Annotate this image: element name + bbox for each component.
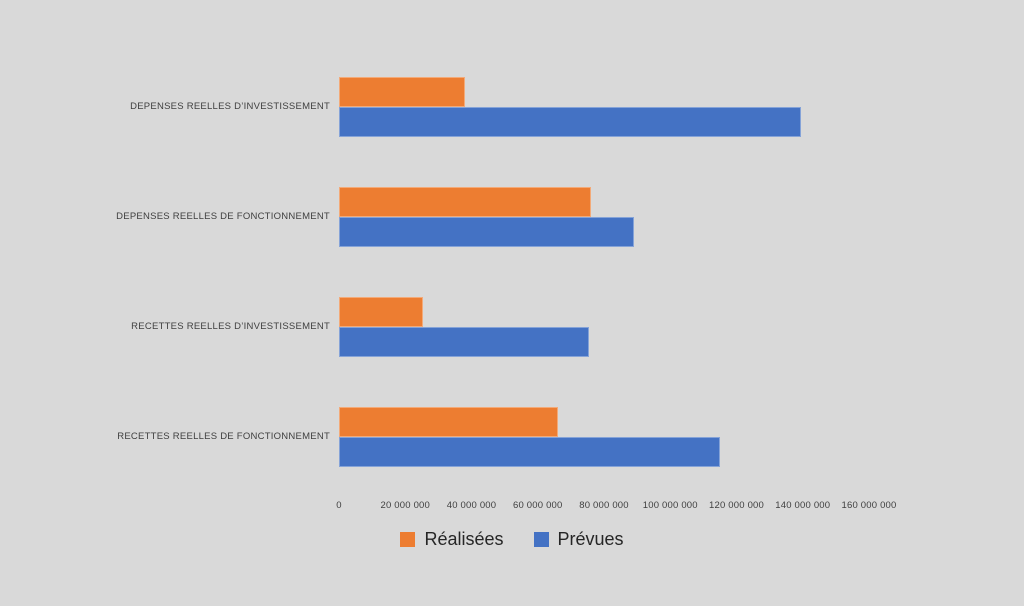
bar-group: DEPENSES REELLES D’INVESTISSEMENT: [0, 52, 869, 162]
x-axis-tick-label: 80 000 000: [579, 500, 629, 511]
bar-realisees: [339, 407, 558, 437]
legend-label-prevues: Prévues: [557, 528, 624, 549]
category-label: DEPENSES REELLES DE FONCTIONNEMENT: [116, 211, 330, 223]
x-axis-tick-label: 140 000 000: [775, 500, 831, 511]
bar-realisees: [339, 77, 465, 107]
bar-prevues: [339, 327, 590, 357]
legend: Réalisées Prévues: [0, 524, 1024, 554]
bar-prevues: [339, 107, 802, 137]
bar-realisees: [339, 187, 591, 217]
bar-pair: [339, 297, 869, 357]
bar-prevues: [339, 437, 720, 467]
x-axis-tick-label: 0: [336, 500, 342, 511]
bar-group: RECETTES REELLES DE FONCTIONNEMENT: [0, 382, 869, 492]
legend-item-realisees: Réalisées: [400, 528, 504, 550]
x-axis-tick-label: 20 000 000: [380, 500, 431, 511]
x-axis-tick-label: 100 000 000: [642, 500, 698, 511]
x-axis-tick-label: 160 000 000: [841, 500, 897, 511]
plot-area: DEPENSES REELLES D’INVESTISSEMENT DEPENSE…: [0, 52, 869, 492]
prevues-legend-swatch-icon: [533, 531, 549, 547]
realisees-legend-swatch-icon: [400, 531, 416, 547]
x-axis: 0 20 000 000 40 000 000 60 000 000 80 000 00…: [336, 500, 896, 514]
bar-pair: [339, 187, 869, 247]
bar-group: RECETTES REELLES D’INVESTISSEMENT: [0, 272, 869, 382]
legend-label-realisees: Réalisées: [424, 528, 504, 549]
legend-item-prevues: Prévues: [533, 528, 624, 550]
bar-pair: [339, 407, 869, 467]
bar-group: DEPENSES REELLES DE FONCTIONNEMENT: [0, 162, 869, 272]
bar-pair: [339, 77, 869, 137]
x-axis-tick-label: 60 000 000: [512, 500, 563, 511]
x-axis-tick-label: 120 000 000: [708, 500, 765, 511]
x-axis-tick-label: 40 000 000: [446, 500, 497, 511]
category-label: RECETTES REELLES DE FONCTIONNEMENT: [117, 431, 330, 443]
bar-prevues: [339, 217, 634, 247]
category-label: DEPENSES REELLES D’INVESTISSEMENT: [130, 101, 330, 113]
bar-realisees: [339, 297, 424, 327]
category-label: RECETTES REELLES D’INVESTISSEMENT: [131, 321, 330, 333]
